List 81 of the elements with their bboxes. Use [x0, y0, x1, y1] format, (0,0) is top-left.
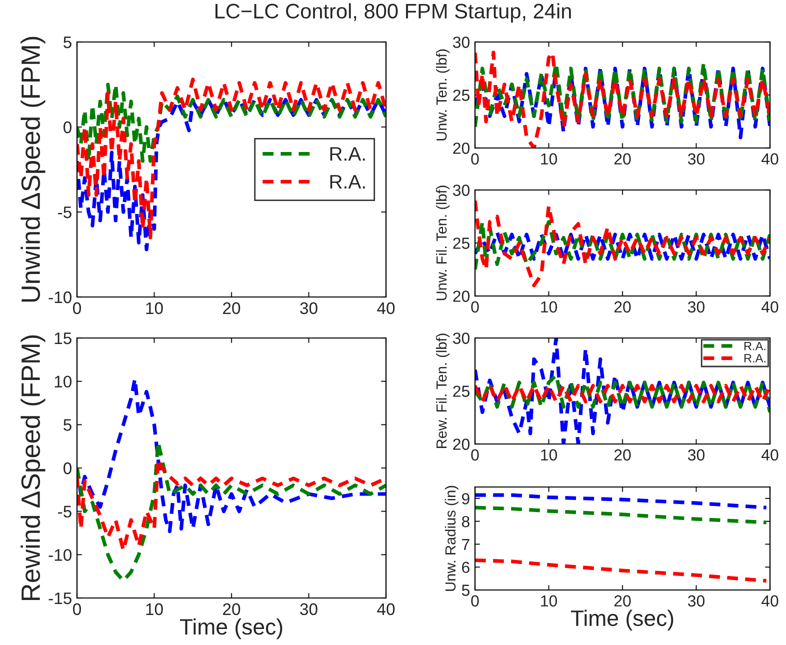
y-tick-label: 7: [462, 539, 470, 550]
y-tick-label: 25: [453, 238, 470, 249]
x-tick-label: 40: [761, 449, 778, 461]
line-series: [77, 98, 386, 252]
x-tick-label: 0: [471, 153, 479, 165]
line-series: [475, 66, 770, 140]
y-tick-label: 25: [453, 90, 470, 101]
y-tick-label: 8: [462, 516, 470, 528]
y-tick-label: 9: [462, 493, 470, 504]
y-tick-label: 10: [54, 376, 72, 388]
y-axis-title: Unwind ΔSpeed (FPM): [20, 36, 46, 302]
x-axis-title: Time (sec): [570, 610, 674, 630]
y-tick-label: 6: [462, 562, 470, 574]
x-tick-label: 30: [300, 603, 318, 616]
legend-label: R.A.: [330, 175, 365, 188]
chart-title: LC−LC Control, 800 FPM Startup, 24in: [216, 3, 571, 23]
x-tick-label: 30: [688, 301, 705, 313]
x-tick-label: 10: [146, 302, 163, 314]
x-tick-label: 30: [688, 449, 705, 461]
line-series: [475, 230, 770, 261]
y-tick-label: 30: [452, 332, 470, 344]
line-series: [475, 198, 770, 288]
x-tick-label: 40: [761, 153, 778, 165]
line-series: [475, 558, 768, 583]
x-tick-label: 20: [614, 595, 631, 607]
x-tick-label: 30: [300, 302, 318, 314]
legend-label: R.A.: [744, 342, 766, 350]
x-tick-label: 30: [688, 153, 705, 165]
x-tick-label: 40: [761, 595, 778, 607]
x-tick-label: 20: [614, 449, 631, 461]
x-tick-label: 0: [73, 603, 81, 616]
y-axis-title: Unw. Radius (in): [444, 486, 458, 591]
line-series: [475, 506, 768, 524]
x-tick-label: 10: [541, 595, 558, 607]
x-tick-label: 10: [541, 301, 558, 313]
x-tick-label: 10: [146, 603, 163, 616]
line-series: [475, 338, 770, 444]
y-tick-label: 0: [64, 462, 72, 474]
y-tick-label: 0: [64, 121, 72, 134]
y-tick-label: 25: [453, 386, 470, 397]
y-tick-label: 30: [452, 184, 470, 196]
x-tick-label: 20: [223, 603, 240, 616]
y-tick-label: 20: [453, 438, 470, 450]
line-series: [77, 78, 386, 240]
x-tick-label: 40: [761, 301, 778, 313]
y-axis-title: Unw. Ten. (lbf): [436, 49, 450, 140]
x-tick-label: 0: [73, 302, 81, 314]
x-tick-label: 0: [471, 449, 479, 461]
legend-label: R.A.: [330, 147, 365, 161]
x-tick-label: 10: [541, 449, 558, 461]
x-tick-label: 30: [688, 595, 705, 607]
line-series: [475, 493, 768, 510]
line-series: [77, 82, 386, 163]
x-tick-label: 20: [223, 302, 240, 314]
y-tick-label: -5: [58, 506, 72, 518]
x-tick-label: 20: [614, 301, 631, 313]
y-tick-label: 20: [453, 142, 470, 154]
y-tick-label: 15: [54, 332, 72, 344]
y-tick-label: 20: [453, 290, 470, 302]
y-axis-title: Unw. Fil. Ten. (lbf): [436, 186, 450, 300]
x-tick-label: 20: [614, 153, 631, 165]
x-tick-label: 0: [471, 301, 479, 313]
y-tick-label: 5: [462, 584, 470, 596]
y-tick-label: -15: [48, 592, 72, 604]
line-series: [475, 220, 770, 272]
y-axis-title: Rew. Fil. Ten. (lbf): [436, 334, 450, 448]
y-tick-label: 30: [452, 36, 470, 48]
x-tick-label: 40: [377, 302, 395, 314]
y-tick-label: -10: [48, 549, 72, 561]
line-series: [475, 61, 770, 129]
y-tick-label: 5: [64, 419, 72, 431]
y-tick-label: 5: [64, 36, 72, 48]
x-tick-label: 10: [541, 153, 558, 165]
x-axis-title: Time (sec): [180, 618, 282, 640]
x-tick-label: 0: [471, 595, 479, 607]
y-tick-label: -5: [58, 206, 72, 218]
line-series: [475, 373, 770, 414]
x-tick-label: 40: [377, 603, 395, 616]
y-axis-title: Rewind ΔSpeed (FPM): [20, 335, 46, 600]
y-tick-label: -10: [48, 291, 72, 304]
legend-label: R.A.: [744, 354, 766, 362]
